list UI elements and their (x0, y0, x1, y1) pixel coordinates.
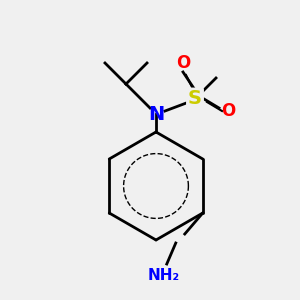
Text: S: S (188, 89, 202, 109)
Text: O: O (176, 54, 190, 72)
Text: NH₂: NH₂ (148, 268, 180, 284)
Text: N: N (148, 104, 164, 124)
Text: O: O (221, 102, 235, 120)
